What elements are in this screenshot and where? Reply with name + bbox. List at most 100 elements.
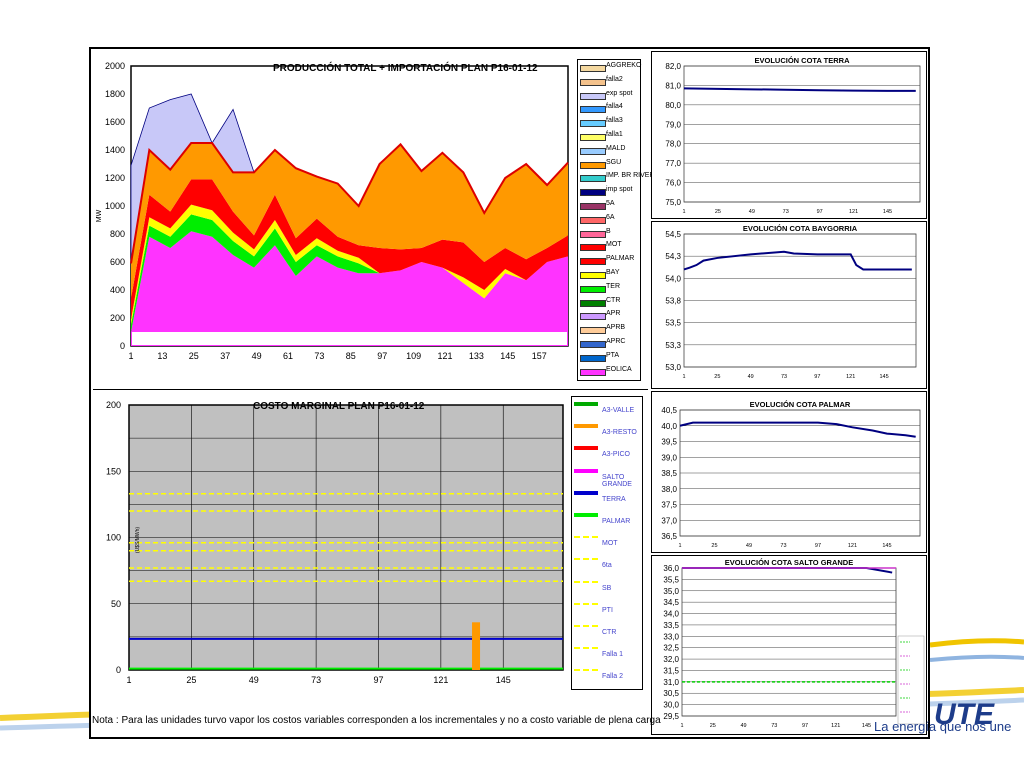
legend-label: A3-RESTO [602,429,637,437]
y-tick-label: 33,5 [663,621,679,630]
cota_salto-title: EVOLUCIÓN COTA SALTO GRANDE [725,558,853,567]
legend-swatch [580,258,606,266]
legend-swatch [580,175,606,183]
legend-swatch [574,625,598,627]
x-tick-label: 49 [740,723,746,729]
legend-swatch [580,203,606,210]
y-tick-label: 50 [111,599,121,609]
cota_salto-plot-area [681,567,897,717]
x-tick-label: 49 [748,374,754,380]
x-tick-label: 1 [682,374,685,380]
legend-label: APRB [606,324,626,332]
y-tick-label: 800 [110,229,125,239]
x-tick-label: 73 [783,209,789,215]
y-tick-label: 1400 [105,145,125,155]
x-tick-label: 49 [746,543,752,549]
y-tick-label: 34,0 [663,610,679,619]
marginal-cost-panel: 200 150 100 50 0 1 25 49 73 97 121 145 COSTO MARGINA… [93,389,648,690]
y-tick-label: 38,5 [661,469,677,478]
y-tick-label: 54,0 [665,274,681,283]
x-tick-label: 73 [771,723,777,729]
cota_palmar-title: EVOLUCIÓN COTA PALMAR [750,400,851,409]
x-tick-label: 49 [249,675,259,685]
x-tick-label: 73 [311,675,321,685]
x-tick-label: 157 [532,351,547,361]
x-tick-label: 1 [682,209,685,215]
legend-swatch [574,558,598,561]
cota_terra-title: EVOLUCIÓN COTA TERRA [755,56,851,65]
legend-label: TER [606,282,620,290]
x-tick-label: 73 [780,543,786,549]
cota-baygorria-chart: 54,5 54,3 54,0 53,8 53,5 53,3 53,01 25 49 73 97 121… [665,224,917,380]
legend-swatch [574,580,598,583]
y-tick-label: 34,5 [663,598,679,607]
marginal-cost-chart: 200 150 100 50 01 25 49 73 97 121 145 COSTO MARGINA… [106,400,564,685]
y-tick-label: 200 [106,400,121,410]
legend-label: SALTO GRANDE [602,473,632,488]
legend-label: imp spot [606,186,633,194]
legend-swatch [574,424,598,429]
cota-terra-panel: 82,0 81,0 80,0 79,0 78,0 77,0 76,0 75,0 1 25 49 73 9… [651,51,927,219]
x-tick-label: 25 [710,723,716,729]
legend-swatch [580,313,606,321]
legend-label: CTR [606,296,621,304]
x-tick-label: 133 [469,351,484,361]
x-tick-label: 25 [714,374,720,380]
y-tick-label: 32,0 [663,655,679,664]
x-tick-label: 97 [802,723,808,729]
y-tick-label: 200 [110,313,125,323]
area-series-mot [131,179,568,320]
legend-label: MALD [606,144,626,152]
y-tick-label: 31,5 [663,666,679,675]
legend-swatch [580,134,606,141]
legend-label: falla4 [606,103,623,111]
x-tick-label: 121 [437,351,452,361]
y-tick-label: 54,3 [665,252,681,261]
legend-label: PALMAR [606,255,635,263]
legend-swatch [580,368,606,376]
cota-palmar-panel: 40,5 40,0 39,5 39,0 38,5 38,0 37,5 37,0 36,5 1 25 4… [651,391,927,553]
x-tick-label: 61 [283,351,293,361]
legend-label: MOT [602,540,618,548]
legend-label: 6ta [602,562,612,570]
marginal-cost-legend: A3-VALLE A3-RESTO A3-PICO SALTO GRANDE TERRA… [571,396,643,690]
legend-swatch [574,602,598,605]
salto-legend-box [897,635,925,725]
production-panel: 2000 1800 1600 1400 1200 1000 800 600 400 200 0 1 13… [93,51,659,387]
y-tick-label: 35,0 [663,587,679,596]
legend-swatch [580,299,606,307]
x-tick-label: 25 [186,675,196,685]
x-tick-label: 85 [346,351,356,361]
y-tick-label: 36,5 [661,532,677,541]
x-tick-label: 1 [678,543,681,549]
y-tick-label: 53,3 [665,341,681,350]
legend-label: 5A [606,200,615,207]
y-tick-label: 30,5 [663,689,679,698]
cota-terra-chart: 82,0 81,0 80,0 79,0 78,0 77,0 76,0 75,01 25 49 73 9… [665,56,921,215]
x-tick-label: 97 [815,543,821,549]
cota_palmar-line [679,421,916,438]
legend-swatch [580,65,606,72]
x-tick-label: 145 [882,543,891,549]
legend-label: SB [602,584,612,592]
legend-label: AGGREKO [606,62,642,69]
y-tick-label: 31,0 [663,678,679,687]
y-tick-label: 33,0 [663,632,679,641]
cota-baygorria-panel: 54,5 54,3 54,0 53,8 53,5 53,3 53,0 1 25 49 73 97 121… [651,221,927,389]
legend-label: Falla 1 [602,651,624,659]
x-tick-label: 1 [126,675,131,685]
legend-label: B [606,227,611,235]
legend-label: exp spot [606,89,633,97]
y-tick-label: 100 [106,533,121,543]
legend-swatch [580,92,606,100]
legend-swatch [574,536,598,539]
x-tick-label: 13 [157,351,167,361]
cota_terra-plot-area [683,65,921,203]
cota-salto-chart: 36,0 35,5 35,0 34,5 34,0 33,5 33,0 32,5 32,0 31,5… [663,558,925,729]
y-tick-label: 40,0 [661,422,677,431]
x-tick-label: 121 [848,543,857,549]
y-tick-label: 77,0 [665,159,681,168]
y-tick-label: 600 [110,257,125,267]
y-tick-label: 79,0 [665,120,681,129]
legend-swatch [580,147,606,155]
